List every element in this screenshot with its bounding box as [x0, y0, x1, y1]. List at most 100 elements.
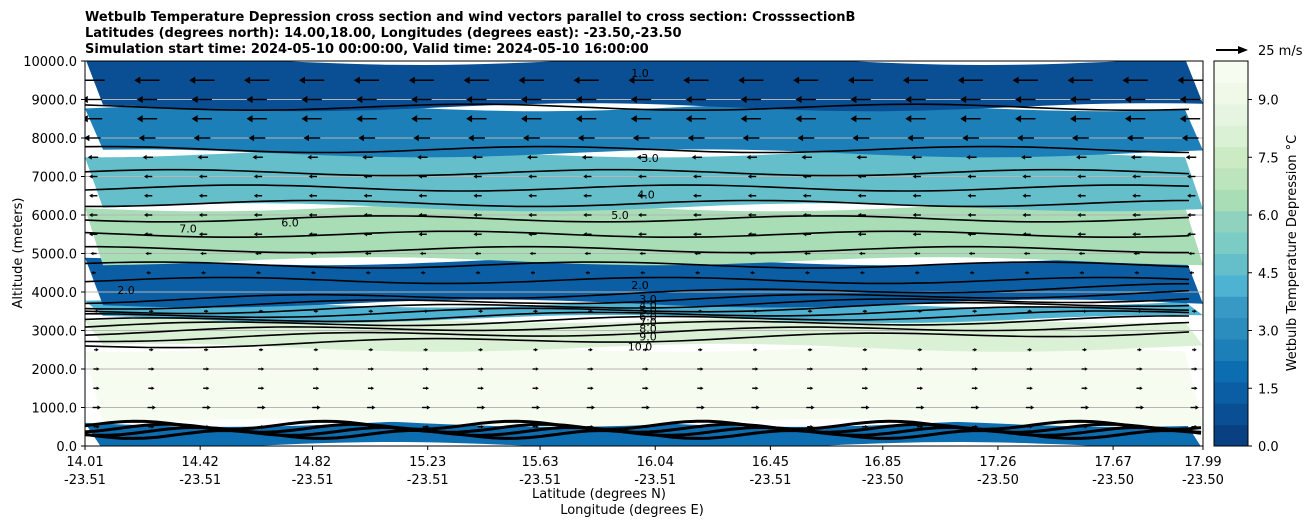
wind-vector-15-20	[1190, 405, 1199, 410]
wind-vector-4-12	[746, 154, 757, 160]
wind-vector-5-2	[198, 174, 208, 179]
wind-vector-15-13	[806, 405, 815, 410]
wind-vector-7-19	[1132, 212, 1141, 218]
wind-vector-13-20	[1191, 367, 1198, 371]
wind-vector-16-19	[1136, 424, 1143, 429]
wind-vector-1-10	[630, 95, 652, 104]
wind-vector-14-0	[93, 386, 100, 391]
contour-label-5: 5.0	[639, 304, 657, 317]
wind-vector-7-11	[693, 212, 702, 218]
y-tick-label-0: 0.0	[56, 440, 77, 455]
wind-vector-5-8	[528, 174, 537, 179]
wind-vector-0-18	[1067, 76, 1093, 84]
wind-vector-5-7	[473, 174, 482, 179]
colorbar-tick-label-3: 4.5	[1258, 267, 1279, 282]
wind-vector-12-9	[588, 347, 593, 352]
wind-vector-2-9	[575, 115, 597, 123]
wind-vector-14-7	[477, 386, 484, 391]
wind-vector-6-19	[1132, 193, 1141, 198]
colorbar-step-8	[1214, 253, 1248, 276]
wind-vector-8-0	[89, 232, 98, 237]
wind-vector-3-7	[468, 134, 485, 142]
wind-vector-11-8	[533, 309, 538, 314]
wind-vector-7-12	[747, 212, 757, 218]
wind-vector-2-3	[246, 115, 267, 123]
x-tick-lat-10: 17.99	[1184, 455, 1221, 470]
contour-line-8	[85, 282, 1190, 305]
wind-vector-0-7	[463, 76, 489, 84]
x-tick-lon-4: -23.51	[519, 473, 561, 488]
wind-vector-14-9	[587, 386, 594, 391]
y-tick-label-2: 2000.0	[32, 363, 78, 378]
wind-vector-10-16	[969, 270, 975, 275]
contour-label-6: 4.0	[639, 299, 657, 312]
wind-vector-1-8	[521, 95, 542, 104]
wind-vector-16-16	[971, 424, 978, 429]
contour-line-2	[85, 315, 1190, 336]
wind-vector-13-5	[367, 367, 375, 371]
chart-title-line-3: Simulation start time: 2024-05-10 00:00:…	[85, 42, 649, 57]
wind-vector-1-17	[1015, 95, 1036, 104]
wind-vector-12-20	[1192, 347, 1197, 352]
wind-vector-11-17	[1027, 309, 1033, 314]
wind-vector-5-19	[1132, 174, 1141, 179]
y-tick-label-8: 8000.0	[32, 132, 78, 147]
wind-vector-10-17	[1024, 270, 1030, 275]
wind-vector-2-20	[1179, 115, 1201, 123]
wind-vector-3-15	[907, 134, 925, 142]
chart-title-line-2: Latitudes (degrees north): 14.00,18.00, …	[85, 26, 682, 41]
y-tick-label-6: 6000.0	[32, 209, 78, 224]
colorbar-tick-label-4: 6.0	[1258, 209, 1279, 224]
colorbar-step-15	[1214, 103, 1248, 126]
wind-vector-0-17	[1012, 76, 1038, 84]
wind-vector-12-18	[1082, 347, 1087, 352]
wind-vector-2-11	[685, 115, 707, 123]
contour-line-13	[85, 215, 1190, 223]
wind-vector-4-20	[1185, 154, 1197, 160]
wind-key: 25 m/s	[1216, 44, 1303, 59]
wind-vector-14-5	[367, 386, 375, 391]
wind-vector-8-5	[363, 232, 372, 237]
wind-vector-13-16	[971, 367, 978, 371]
x-tick-lat-7: 16.85	[864, 455, 901, 470]
chart-title-line-1: Wetbulb Temperature Depression cross sec…	[85, 10, 855, 25]
wind-vector-6-0	[89, 193, 98, 198]
wind-vector-14-8	[532, 386, 539, 391]
wind-vector-6-15	[912, 193, 921, 198]
wind-vector-4-0	[87, 154, 99, 160]
wind-vector-12-5	[368, 347, 374, 352]
wind-vector-8-4	[308, 232, 317, 237]
wind-vector-10-15	[914, 270, 920, 275]
wind-vector-8-14	[857, 232, 866, 237]
wind-vector-10-10	[640, 270, 645, 275]
wind-vector-3-0	[85, 134, 101, 142]
wind-vector-6-20	[1187, 193, 1196, 198]
x-axis-label-secondary: Longitude (degrees E)	[560, 503, 704, 518]
wind-vector-1-19	[1124, 95, 1146, 104]
wind-vector-13-9	[587, 367, 594, 371]
wind-vector-9-8	[529, 251, 536, 256]
wind-vector-2-16	[960, 115, 981, 123]
wind-vector-7-18	[1077, 212, 1086, 218]
wind-vector-6-12	[747, 193, 757, 198]
wind-vector-2-1	[136, 115, 158, 123]
wind-vector-5-15	[912, 174, 921, 179]
wind-vector-12-10	[643, 347, 648, 352]
wind-vector-10-19	[1134, 270, 1139, 275]
colorbar: 0.0 1.5 3.0 4.5 6.0 7.5 9.0 Wetbulb Temperatur…	[1213, 60, 1300, 455]
wind-vector-11-9	[588, 309, 593, 314]
wind-vector-7-1	[144, 212, 153, 218]
wind-vector-4-18	[1076, 154, 1087, 160]
wind-vector-5-14	[857, 174, 866, 179]
wind-vector-4-6	[417, 154, 428, 160]
wind-vector-7-16	[967, 212, 976, 218]
colorbar-step-12	[1214, 167, 1248, 190]
contour-line-14	[85, 199, 1190, 208]
wind-vector-16-12	[752, 424, 759, 429]
wind-vector-15-10	[641, 405, 650, 410]
wind-vector-3-5	[358, 134, 376, 142]
contour-line-4	[85, 306, 1190, 323]
wind-vector-16-11	[697, 424, 704, 429]
wind-vector-15-4	[312, 405, 321, 410]
